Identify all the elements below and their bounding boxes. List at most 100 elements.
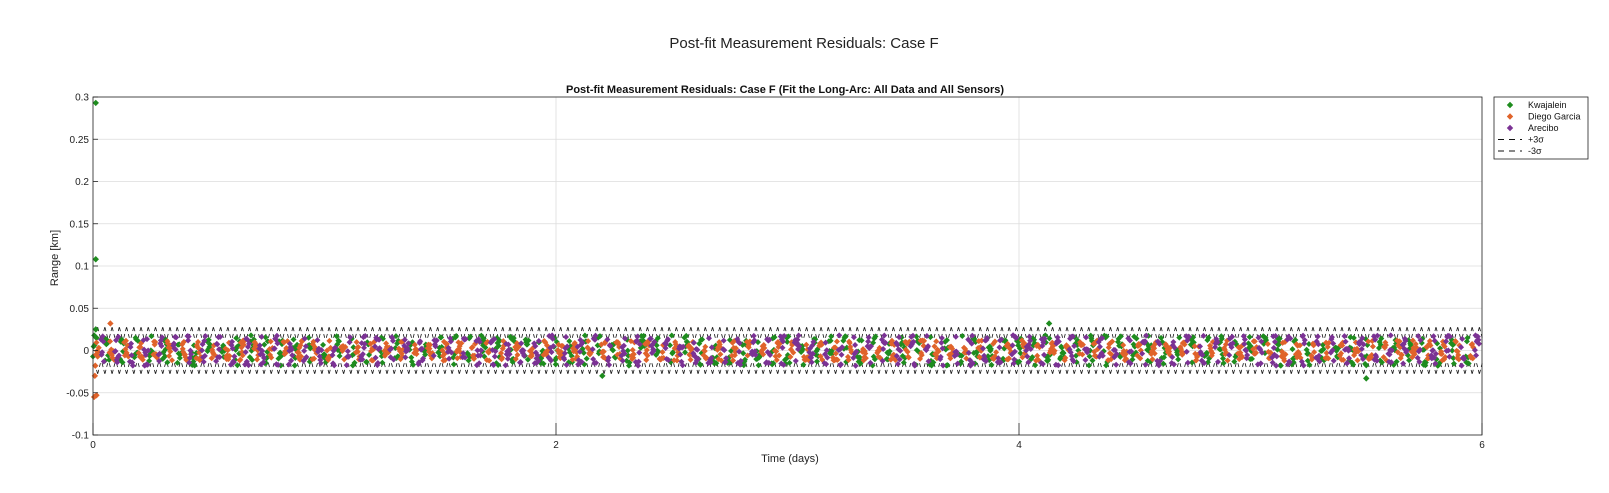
diego-garcia-point bbox=[311, 355, 318, 362]
arecibo-point bbox=[633, 337, 640, 344]
arecibo-point bbox=[1269, 359, 1276, 366]
arecibo-point bbox=[517, 359, 524, 366]
kwajalein-point bbox=[1176, 334, 1183, 341]
diego-garcia-point bbox=[833, 338, 840, 345]
arecibo-point bbox=[145, 347, 152, 354]
kwajalein-point bbox=[800, 361, 807, 368]
legend-label-arecibo: Arecibo bbox=[1528, 123, 1559, 133]
arecibo-point bbox=[1416, 358, 1423, 365]
arecibo-point bbox=[302, 343, 309, 350]
arecibo-point bbox=[1372, 336, 1379, 343]
arecibo-point bbox=[202, 333, 209, 340]
arecibo-point bbox=[1271, 338, 1278, 345]
arecibo-point bbox=[476, 360, 483, 367]
arecibo-point bbox=[968, 340, 975, 347]
arecibo-point bbox=[839, 344, 846, 351]
arecibo-point bbox=[634, 333, 641, 340]
arecibo-point bbox=[289, 352, 296, 359]
arecibo-point bbox=[1475, 336, 1482, 343]
arecibo-point bbox=[953, 351, 960, 358]
kwajalein-point bbox=[581, 332, 588, 339]
kwajalein-point bbox=[655, 348, 662, 355]
arecibo-point bbox=[273, 332, 280, 339]
kwajalein-point bbox=[119, 359, 126, 366]
arecibo-point bbox=[650, 347, 657, 354]
kwajalein-point bbox=[784, 338, 791, 345]
arecibo-point bbox=[158, 342, 165, 349]
arecibo-point bbox=[1055, 362, 1062, 369]
figure-suptitle: Post-fit Measurement Residuals: Case F bbox=[669, 35, 938, 52]
arecibo-point bbox=[1171, 344, 1178, 351]
arecibo-point bbox=[1186, 333, 1193, 340]
arecibo-point bbox=[447, 338, 454, 345]
arecibo-point bbox=[1415, 333, 1422, 340]
diego-garcia-point bbox=[411, 341, 418, 348]
arecibo-point bbox=[430, 352, 437, 359]
arecibo-point bbox=[504, 355, 511, 362]
arecibo-point bbox=[622, 335, 629, 342]
diego-garcia-point bbox=[773, 356, 780, 363]
diego-garcia-point bbox=[1394, 349, 1401, 356]
arecibo-point bbox=[274, 340, 281, 347]
arecibo-point bbox=[1287, 335, 1294, 342]
arecibo-point bbox=[490, 362, 497, 369]
diego-garcia-point bbox=[1368, 352, 1375, 359]
arecibo-point bbox=[345, 353, 352, 360]
kwajalein-point bbox=[814, 358, 821, 365]
diego-garcia-point bbox=[935, 348, 942, 355]
kwajalein-point bbox=[1306, 361, 1313, 368]
arecibo-point bbox=[850, 334, 857, 341]
arecibo-point bbox=[694, 346, 701, 353]
diego-garcia-point bbox=[1079, 341, 1086, 348]
diego-garcia-point bbox=[834, 356, 841, 363]
kwajalein-point bbox=[1378, 359, 1385, 366]
arecibo-point bbox=[303, 354, 310, 361]
arecibo-point bbox=[998, 336, 1005, 343]
arecibo-point bbox=[604, 336, 611, 343]
diego-garcia-point bbox=[383, 340, 390, 347]
kwajalein-point bbox=[351, 359, 358, 366]
diego-garcia-point bbox=[1455, 351, 1462, 358]
legend-marker-diego-garcia bbox=[1506, 113, 1514, 120]
arecibo-point bbox=[838, 351, 845, 358]
diego-garcia-point bbox=[571, 340, 578, 347]
diego-garcia-point bbox=[226, 352, 233, 359]
arecibo-point bbox=[1170, 361, 1177, 368]
kwajalein-point bbox=[1045, 356, 1052, 363]
kwajalein-point bbox=[290, 336, 297, 343]
diego-garcia-point bbox=[295, 349, 302, 356]
diego-garcia-point bbox=[1149, 356, 1156, 363]
arecibo-point bbox=[1155, 362, 1162, 369]
arecibo-point bbox=[1386, 351, 1393, 358]
arecibo-point bbox=[909, 332, 916, 339]
arecibo-point bbox=[329, 352, 336, 359]
y-tick-label: 0.2 bbox=[75, 177, 89, 188]
kwajalein-point bbox=[350, 344, 357, 351]
arecibo-point bbox=[1027, 337, 1034, 344]
arecibo-point bbox=[591, 336, 598, 343]
kwajalein-point bbox=[827, 337, 834, 344]
diego-garcia-point bbox=[1019, 354, 1026, 361]
diego-garcia-point bbox=[298, 353, 305, 360]
diego-garcia-point bbox=[862, 350, 869, 357]
arecibo-point bbox=[301, 347, 308, 354]
diego-garcia-point bbox=[1062, 354, 1069, 361]
arecibo-point bbox=[1127, 337, 1134, 344]
kwajalein-point bbox=[1406, 357, 1413, 364]
arecibo-point bbox=[521, 352, 528, 359]
arecibo-point bbox=[1387, 332, 1394, 339]
diego-garcia-point bbox=[1018, 337, 1025, 344]
arecibo-point bbox=[388, 345, 395, 352]
diego-garcia-point bbox=[688, 345, 695, 352]
arecibo-point bbox=[767, 352, 774, 359]
arecibo-point bbox=[679, 362, 686, 369]
kwajalein-point bbox=[1016, 358, 1023, 365]
arecibo-point bbox=[1070, 358, 1077, 365]
diego-garcia-point bbox=[514, 351, 521, 358]
arecibo-point bbox=[260, 354, 267, 361]
arecibo-point bbox=[896, 334, 903, 341]
arecibo-point bbox=[1329, 347, 1336, 354]
diego-garcia-point bbox=[324, 347, 331, 354]
arecibo-point bbox=[1142, 361, 1149, 368]
y-tick-label: 0.1 bbox=[75, 262, 89, 273]
